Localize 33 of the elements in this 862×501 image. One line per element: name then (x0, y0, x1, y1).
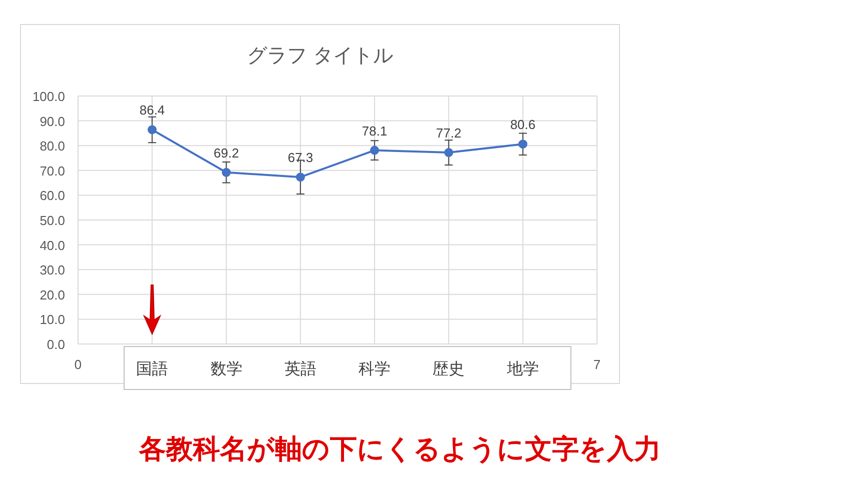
x-tick-label: 0 (74, 357, 82, 372)
data-label: 78.1 (362, 123, 388, 138)
data-label: 80.6 (510, 117, 536, 132)
y-tick-label: 30.0 (40, 262, 65, 278)
x-tick-label: 英語 (284, 360, 316, 378)
point (370, 146, 380, 155)
data-label: 69.2 (214, 145, 239, 160)
x-tick-label: 7 (593, 357, 601, 372)
text: 各教科名が軸の下にくるように文字を入力 (138, 434, 661, 464)
y-tick-label: 70.0 (40, 163, 65, 178)
y-tick-label: 20.0 (40, 287, 65, 302)
x-tick-label: 数学 (210, 360, 242, 378)
data-label: 77.2 (436, 126, 462, 141)
y-tick-label: 80.0 (40, 138, 65, 154)
data-label: 67.3 (288, 150, 314, 166)
y-tick-label: 0.0 (46, 337, 65, 352)
point (296, 172, 305, 182)
y-tick-label: 10.0 (40, 312, 65, 328)
y-tick-label: 100.0 (32, 89, 65, 104)
x-tick-label: 歴史 (432, 360, 465, 378)
x-tick-label: 地学 (506, 360, 539, 378)
y-tick-label: 60.0 (40, 188, 65, 204)
y-tick-label: 50.0 (40, 213, 65, 228)
chart-title: グラフ タイトル (247, 45, 393, 67)
y-tick-label: 40.0 (40, 238, 65, 253)
point (444, 148, 454, 158)
x-tick-label: 国語 (136, 360, 168, 378)
point (148, 125, 157, 134)
data-label: 86.4 (139, 102, 165, 118)
point (518, 140, 528, 149)
x-tick-label: 科学 (358, 360, 391, 378)
y-tick-label: 90.0 (40, 114, 65, 129)
point (222, 168, 231, 177)
